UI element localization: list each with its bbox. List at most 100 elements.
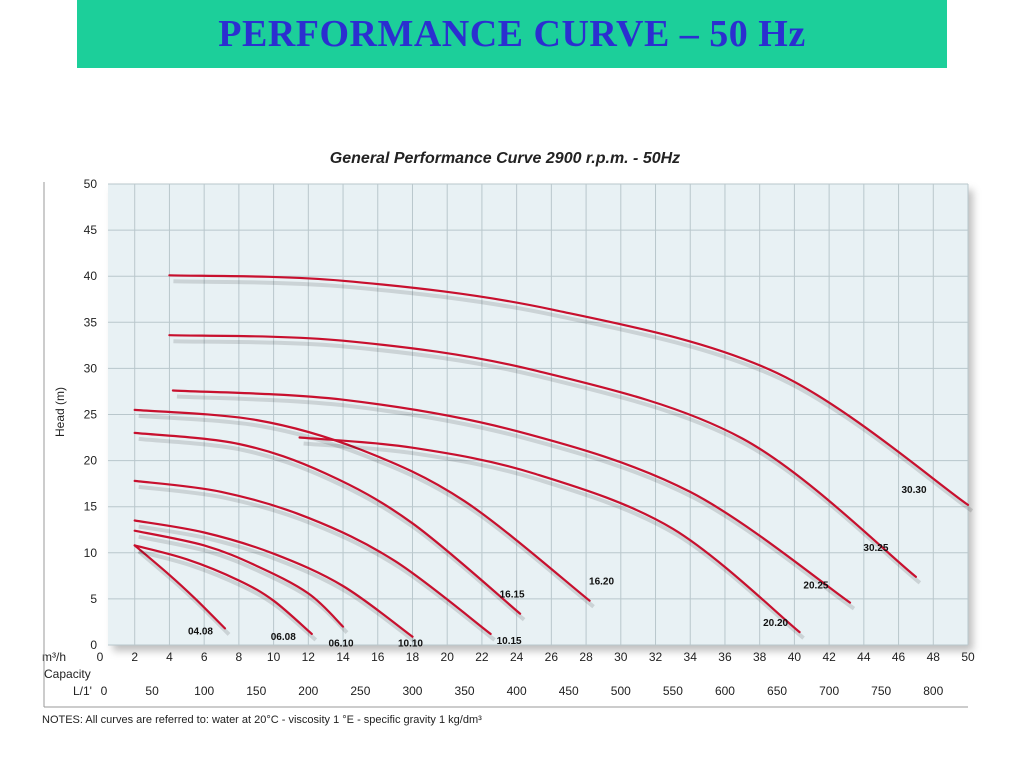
curve-shadow [138, 534, 349, 635]
lmin-tick-label: 100 [194, 684, 214, 698]
lmin-tick-label: 800 [923, 684, 943, 698]
curve-shadow [137, 549, 231, 636]
y-axis-label: Head (m) [53, 387, 67, 437]
y-tick-label: 0 [90, 638, 97, 652]
lmin-tick-label: 350 [455, 684, 475, 698]
x-axis-unit-lmin: L/1' [73, 684, 92, 698]
lmin-tick-label: 250 [350, 684, 370, 698]
curve-30.25 [168, 334, 917, 578]
curve-shadow [173, 279, 974, 513]
curve-label: 30.25 [863, 543, 888, 554]
curve-06.08 [133, 544, 313, 635]
curve-30.30 [168, 274, 970, 506]
curve-label: 16.20 [589, 577, 614, 588]
curve-shadow [138, 484, 496, 642]
curves-layer [133, 274, 974, 645]
x-axis-ticks-lmin: 0 50 100 150 200 250 300 350 400 450 500 550 600 650 7… [101, 684, 944, 698]
x-tick-label: 28 [579, 650, 593, 664]
curve-20.20 [298, 436, 801, 634]
y-tick-label: 25 [84, 408, 98, 422]
y-tick-label: 30 [84, 361, 98, 375]
x-tick-label: 6 [201, 650, 208, 664]
lmin-tick-label: 750 [871, 684, 891, 698]
x-tick-label: 24 [510, 650, 524, 664]
x-tick-label: 26 [545, 650, 559, 664]
curve-10.15 [133, 479, 492, 635]
lmin-tick-label: 700 [819, 684, 839, 698]
x-tick-label: 40 [788, 650, 802, 664]
curve-label: 20.20 [763, 618, 788, 629]
curve-shadow [138, 436, 526, 622]
x-tick-label: 16 [371, 650, 385, 664]
curve-label: 04.08 [188, 626, 213, 637]
y-tick-label: 5 [90, 592, 97, 606]
curve-20.25 [171, 389, 852, 604]
grid-lines [108, 183, 969, 646]
x-tick-label: 4 [166, 650, 173, 664]
x-tick-label: 18 [406, 650, 420, 664]
slide-title: PERFORMANCE CURVE – 50 Hz [218, 13, 806, 55]
lmin-tick-label: 400 [507, 684, 527, 698]
x-axis-ticks-m3h: 0 2 4 6 8 10 12 14 16 18 20 22 24 26 28 30 32 34 36 38 40 42 4… [97, 650, 975, 664]
curve-label: 06.08 [271, 632, 296, 643]
x-tick-label: 14 [336, 650, 350, 664]
curve-label: 16.15 [500, 590, 525, 601]
y-axis-ticks: 0 5 10 15 20 25 30 35 40 45 50 [84, 177, 98, 652]
curve-10.10 [133, 519, 414, 638]
x-axis-capacity-label: Capacity [44, 667, 91, 681]
lmin-tick-label: 500 [611, 684, 631, 698]
x-tick-label: 0 [97, 650, 104, 664]
curve-label: 06.10 [329, 639, 354, 650]
curve-shadow [138, 413, 595, 609]
curve-16.15 [133, 431, 522, 615]
x-tick-label: 50 [961, 650, 975, 664]
y-tick-label: 35 [84, 315, 98, 329]
curve-16.20 [133, 408, 591, 602]
lmin-tick-label: 150 [246, 684, 266, 698]
lmin-tick-label: 200 [298, 684, 318, 698]
y-tick-label: 15 [84, 500, 98, 514]
lmin-tick-label: 50 [145, 684, 159, 698]
x-tick-label: 10 [267, 650, 281, 664]
x-tick-label: 8 [236, 650, 243, 664]
curve-label: 10.15 [497, 636, 522, 647]
x-tick-label: 44 [857, 650, 871, 664]
x-tick-label: 2 [131, 650, 138, 664]
lmin-tick-label: 450 [559, 684, 579, 698]
x-tick-label: 36 [718, 650, 732, 664]
curve-06.10 [133, 529, 345, 628]
y-tick-label: 40 [84, 269, 98, 283]
x-tick-label: 32 [649, 650, 663, 664]
x-tick-label: 38 [753, 650, 767, 664]
lmin-tick-label: 600 [715, 684, 735, 698]
curve-label: 30.30 [901, 485, 926, 496]
x-axis-unit-m3h: m³/h [42, 650, 66, 664]
curve-shadow [303, 441, 805, 640]
lmin-tick-label: 300 [402, 684, 422, 698]
lmin-tick-label: 550 [663, 684, 683, 698]
curve-label: 10.10 [398, 639, 423, 650]
y-tick-label: 20 [84, 454, 98, 468]
curve-label: 20.25 [803, 581, 828, 592]
curve-shadow [138, 549, 318, 642]
lmin-tick-label: 0 [101, 684, 108, 698]
curve-shadow [138, 524, 418, 645]
x-tick-label: 46 [892, 650, 906, 664]
y-tick-label: 50 [84, 177, 98, 191]
x-tick-label: 12 [302, 650, 316, 664]
title-banner: PERFORMANCE CURVE – 50 Hz [77, 0, 947, 68]
curve-shadow [173, 339, 922, 585]
x-tick-label: 42 [822, 650, 836, 664]
chart-note: NOTES: All curves are referred to: water… [42, 714, 482, 726]
curve-04.08 [133, 544, 227, 630]
x-tick-label: 48 [927, 650, 941, 664]
x-tick-label: 22 [475, 650, 489, 664]
curve-shadow [176, 394, 856, 611]
curve-labels-layer: 04.08 06.08 06.10 10.10 10.15 16.15 16.20 20.20… [188, 485, 927, 650]
chart-title: General Performance Curve 2900 r.p.m. - … [330, 150, 680, 167]
x-tick-label: 20 [441, 650, 455, 664]
x-tick-label: 34 [684, 650, 698, 664]
x-tick-label: 30 [614, 650, 628, 664]
lmin-tick-label: 650 [767, 684, 787, 698]
